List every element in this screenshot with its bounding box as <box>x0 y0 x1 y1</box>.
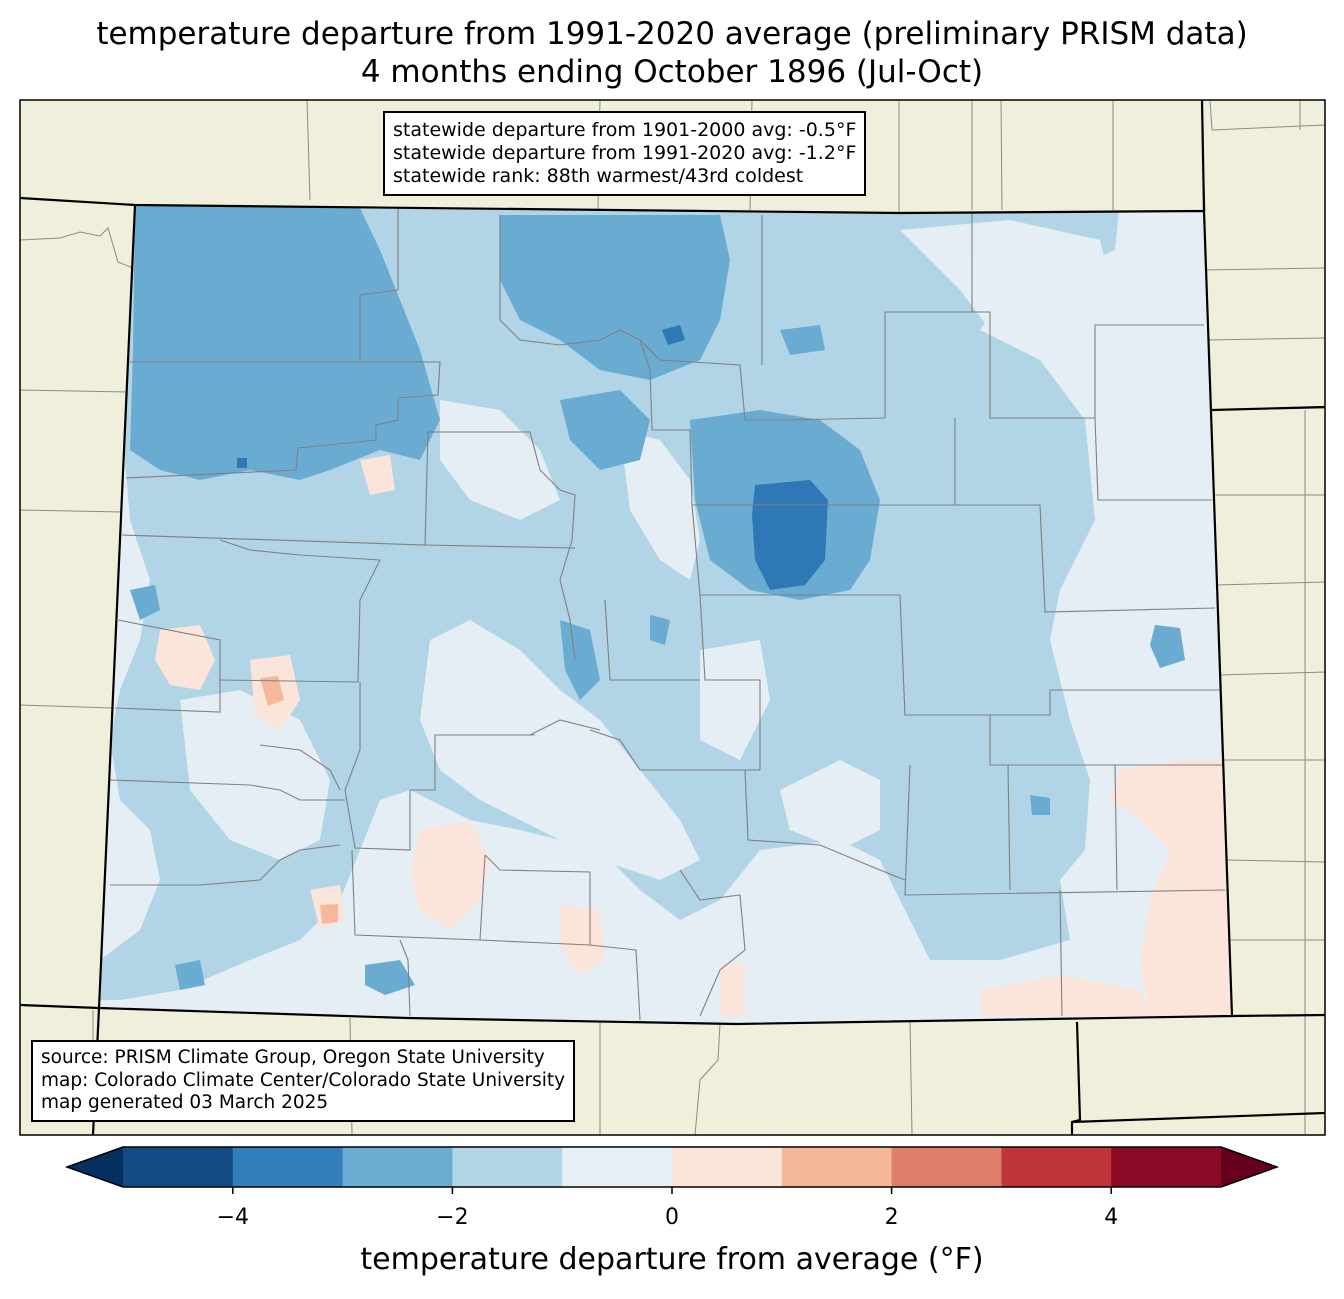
colorbar-bin <box>672 1147 783 1187</box>
colorbar-under-arrow <box>67 1147 123 1187</box>
colorbar-bin <box>342 1147 453 1187</box>
colorbar-bin <box>1001 1147 1112 1187</box>
temperature-departure-field <box>99 205 1232 1024</box>
colorbar-tick-label: 0 <box>665 1205 679 1230</box>
colorbar-bin <box>123 1147 234 1187</box>
colorbar-tick-label: 2 <box>884 1205 899 1230</box>
colorado-county-lines <box>109 207 1226 1021</box>
map-title-line-1: temperature departure from 1991-2020 ave… <box>96 16 1248 52</box>
source-credit-box: source: PRISM Climate Group, Oregon Stat… <box>31 1040 576 1122</box>
colorbar-bin <box>781 1147 893 1187</box>
colorbar-bin <box>562 1147 673 1187</box>
stat-rank: statewide rank: 88th warmest/43rd coldes… <box>393 165 804 187</box>
stat-departure-1901-2000: statewide departure from 1901-2000 avg: … <box>393 119 857 141</box>
colorbar-bin <box>232 1147 344 1187</box>
colorbar-tick-label: 4 <box>1104 1205 1119 1230</box>
map-generated-line: map generated 03 March 2025 <box>41 1092 329 1113</box>
colorbar-bin <box>452 1147 563 1187</box>
colorbar-bin <box>1111 1147 1222 1187</box>
colorbar-bin <box>891 1147 1002 1187</box>
statewide-stats-box: statewide departure from 1901-2000 avg: … <box>383 111 867 196</box>
source-line: source: PRISM Climate Group, Oregon Stat… <box>41 1047 545 1068</box>
colorbar-tick-label: −2 <box>436 1205 469 1230</box>
colorbar-label: temperature departure from average (°F) <box>360 1242 984 1277</box>
map-title-line-2: 4 months ending October 1896 (Jul-Oct) <box>360 54 984 90</box>
colorbar <box>64 1146 1280 1194</box>
stat-departure-1991-2020: statewide departure from 1991-2020 avg: … <box>393 142 857 164</box>
colorbar-outline <box>64 1146 1280 1188</box>
map-credit-line: map: Colorado Climate Center/Colorado St… <box>41 1069 566 1091</box>
colorbar-tick-label: −4 <box>216 1205 250 1230</box>
colorbar-over-arrow <box>1221 1147 1277 1187</box>
map-frame <box>19 99 1326 1136</box>
